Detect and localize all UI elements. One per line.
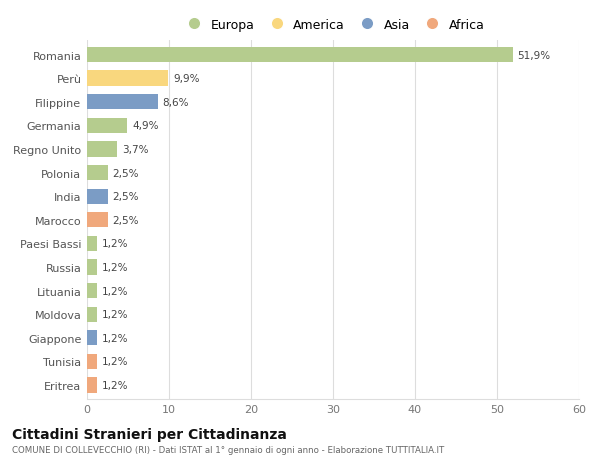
Text: 1,2%: 1,2%	[102, 286, 128, 296]
Bar	[87, 236, 97, 252]
Text: 51,9%: 51,9%	[517, 50, 551, 61]
Text: 1,2%: 1,2%	[102, 380, 128, 390]
Bar	[87, 213, 107, 228]
Text: 1,2%: 1,2%	[102, 309, 128, 319]
Text: 2,5%: 2,5%	[112, 215, 139, 225]
Text: 1,2%: 1,2%	[102, 263, 128, 273]
Bar	[87, 307, 97, 322]
Bar	[87, 95, 158, 110]
Text: 1,2%: 1,2%	[102, 357, 128, 367]
Text: 2,5%: 2,5%	[112, 192, 139, 202]
Bar	[87, 330, 97, 346]
Text: Cittadini Stranieri per Cittadinanza: Cittadini Stranieri per Cittadinanza	[12, 427, 287, 441]
Bar	[87, 71, 168, 87]
Bar	[87, 48, 512, 63]
Legend: Europa, America, Asia, Africa: Europa, America, Asia, Africa	[182, 18, 484, 32]
Bar	[87, 166, 107, 181]
Text: 9,9%: 9,9%	[173, 74, 200, 84]
Bar	[87, 260, 97, 275]
Text: 8,6%: 8,6%	[163, 98, 189, 107]
Text: 1,2%: 1,2%	[102, 239, 128, 249]
Text: COMUNE DI COLLEVECCHIO (RI) - Dati ISTAT al 1° gennaio di ogni anno - Elaborazio: COMUNE DI COLLEVECCHIO (RI) - Dati ISTAT…	[12, 445, 444, 454]
Bar	[87, 354, 97, 369]
Bar	[87, 142, 118, 157]
Text: 2,5%: 2,5%	[112, 168, 139, 178]
Bar	[87, 189, 107, 204]
Text: 4,9%: 4,9%	[132, 121, 158, 131]
Bar	[87, 378, 97, 393]
Bar	[87, 118, 127, 134]
Bar	[87, 283, 97, 299]
Text: 3,7%: 3,7%	[122, 145, 149, 155]
Text: 1,2%: 1,2%	[102, 333, 128, 343]
